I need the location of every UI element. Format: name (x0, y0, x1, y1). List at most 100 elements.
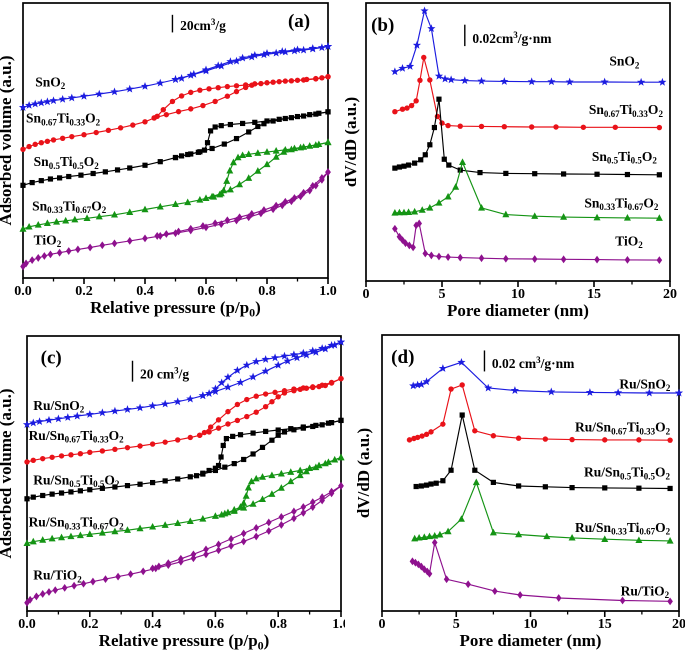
x-tick-label: 1.0 (319, 284, 337, 299)
triangle-marker (98, 529, 106, 536)
circle-marker (137, 443, 143, 449)
triangle-marker (459, 158, 467, 165)
star-marker (281, 47, 290, 56)
scale-bar-label: 20 cm3/g (140, 365, 189, 381)
series-label-Ru/TiO2: Ru/TiO2 (621, 583, 670, 600)
circle-marker (130, 122, 136, 128)
square-marker (99, 485, 105, 491)
triangle-marker (199, 514, 207, 522)
square-marker (422, 152, 428, 158)
star-marker (302, 350, 311, 359)
square-marker (24, 496, 30, 502)
square-marker (58, 490, 65, 496)
square-marker (206, 467, 212, 474)
diamond-marker (531, 255, 538, 263)
triangle-marker (272, 153, 280, 160)
diamond-marker (253, 524, 260, 532)
diamond-marker (424, 567, 431, 576)
star-marker (173, 397, 182, 406)
circle-marker (262, 403, 269, 410)
triangle-marker (202, 194, 210, 201)
diamond-marker (273, 201, 279, 210)
square-marker (218, 454, 224, 460)
diamond-marker (258, 209, 264, 218)
x-tick-label: 0 (379, 617, 386, 632)
x-tick-label: 15 (587, 287, 601, 302)
x-tick-label: 15 (598, 617, 612, 632)
star-marker (585, 388, 594, 396)
star-marker (600, 77, 609, 86)
circle-marker (105, 127, 112, 134)
diamond-marker (187, 224, 194, 233)
star-marker (58, 94, 67, 103)
triangle-marker (62, 216, 70, 224)
square-marker (427, 142, 433, 148)
square-marker (423, 482, 430, 488)
square-marker (66, 173, 72, 180)
x-axis-title: Relative pressure (p/p0) (99, 631, 270, 651)
star-marker (22, 420, 32, 429)
triangle-marker (237, 503, 245, 510)
square-marker (307, 112, 313, 118)
diamond-marker (142, 234, 148, 243)
series-label-Ru/Sn0.67Ti0.33O2: Ru/Sn0.67Ti0.33O2 (29, 428, 125, 445)
circle-marker (201, 429, 208, 436)
diamond-marker (215, 540, 222, 549)
diamond-marker (555, 594, 562, 602)
square-marker (532, 171, 538, 177)
diamond-marker (300, 503, 307, 511)
star-marker (262, 49, 272, 57)
diamond-marker (47, 250, 54, 259)
square-marker (137, 481, 143, 487)
square-marker (301, 113, 307, 119)
circle-marker (427, 77, 433, 83)
square-marker (227, 121, 233, 128)
star-marker (123, 405, 132, 413)
circle-marker (58, 453, 65, 459)
triangle-marker (211, 512, 219, 519)
triangle-marker (568, 533, 576, 541)
diamond-marker (102, 575, 109, 583)
triangle-marker (86, 530, 94, 537)
square-marker (263, 428, 269, 435)
diamond-marker (80, 579, 87, 588)
star-marker (18, 103, 28, 111)
circle-marker (163, 111, 170, 118)
star-marker (125, 84, 134, 93)
diamond-marker (33, 592, 40, 601)
star-marker (67, 93, 76, 102)
square-marker (418, 483, 424, 489)
circle-marker (408, 102, 415, 109)
circle-marker (68, 452, 74, 458)
circle-marker (569, 436, 575, 443)
circle-marker (117, 125, 124, 131)
square-marker (436, 96, 442, 102)
diamond-marker (261, 206, 267, 214)
triangle-marker (324, 138, 332, 146)
star-marker (35, 417, 44, 425)
series-label-Ru/Sn0.67Ti0.33O2: Ru/Sn0.67Ti0.33O2 (575, 420, 671, 437)
triangle-marker (136, 524, 144, 532)
circle-marker (40, 455, 46, 462)
circle-marker (419, 433, 425, 439)
square-marker (20, 182, 26, 188)
circle-marker (667, 437, 673, 443)
diamond-marker (503, 254, 509, 263)
square-marker (200, 470, 206, 476)
triangle-marker (268, 471, 276, 479)
star-marker (299, 45, 308, 54)
series-label-Ru/Sn0.5Ti0.5O2: Ru/Sn0.5Ti0.5O2 (584, 465, 671, 482)
square-marker (252, 119, 258, 125)
x-tick-label: 0.6 (207, 617, 225, 632)
triangle-marker (444, 192, 452, 200)
triangle-marker (296, 471, 304, 479)
diamond-marker (300, 188, 307, 197)
star-marker (236, 378, 245, 386)
circle-marker (258, 80, 264, 87)
square-marker (162, 478, 168, 484)
square-marker (29, 179, 35, 186)
square-marker (240, 120, 246, 127)
star-marker (422, 377, 431, 386)
diamond-marker (392, 224, 398, 233)
diamond-marker (228, 535, 234, 543)
